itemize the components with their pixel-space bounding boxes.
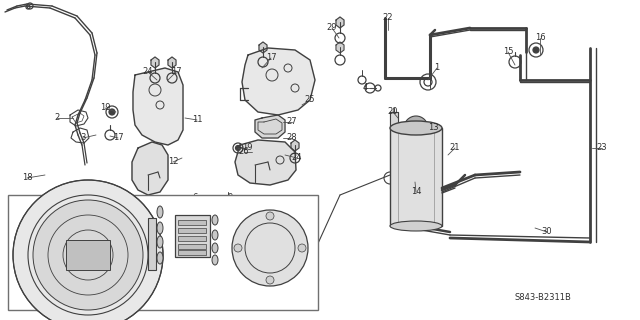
- Text: 18: 18: [22, 173, 32, 182]
- Text: 5: 5: [19, 234, 24, 243]
- Ellipse shape: [234, 244, 242, 252]
- Polygon shape: [259, 42, 267, 53]
- Bar: [66, 240, 110, 270]
- Circle shape: [232, 210, 308, 286]
- Text: FR.: FR.: [40, 300, 56, 310]
- Text: 7: 7: [209, 226, 214, 235]
- Ellipse shape: [212, 255, 218, 265]
- Text: 2: 2: [54, 114, 60, 123]
- Polygon shape: [291, 140, 299, 151]
- Polygon shape: [336, 17, 344, 28]
- Ellipse shape: [266, 212, 274, 220]
- Text: 14: 14: [411, 188, 421, 196]
- Polygon shape: [151, 57, 159, 68]
- Polygon shape: [390, 112, 398, 128]
- Text: 7: 7: [159, 204, 164, 212]
- Text: 3: 3: [80, 133, 86, 142]
- Polygon shape: [255, 115, 285, 138]
- Text: 12: 12: [168, 157, 179, 166]
- FancyBboxPatch shape: [8, 195, 318, 310]
- Polygon shape: [132, 142, 168, 195]
- Text: 24: 24: [292, 154, 302, 163]
- Text: 16: 16: [534, 34, 545, 43]
- Circle shape: [404, 116, 428, 140]
- Text: 9: 9: [227, 194, 232, 203]
- Bar: [178, 220, 206, 225]
- Text: S843-B2311B: S843-B2311B: [515, 293, 572, 302]
- Ellipse shape: [212, 215, 218, 225]
- Bar: [148, 218, 156, 270]
- Text: 24: 24: [143, 68, 153, 76]
- Text: 17: 17: [171, 68, 181, 76]
- Ellipse shape: [157, 222, 163, 234]
- Text: 4: 4: [362, 84, 367, 92]
- Ellipse shape: [212, 243, 218, 253]
- Text: 17: 17: [266, 53, 276, 62]
- Bar: [178, 244, 206, 249]
- Text: 8: 8: [141, 211, 147, 220]
- Text: 6: 6: [192, 194, 198, 203]
- Text: 30: 30: [541, 228, 552, 236]
- Circle shape: [533, 47, 539, 53]
- Ellipse shape: [390, 121, 442, 135]
- Text: 7: 7: [159, 244, 164, 252]
- Text: 17: 17: [113, 133, 124, 142]
- Ellipse shape: [390, 221, 442, 231]
- Bar: [390, 128, 442, 226]
- Polygon shape: [242, 48, 315, 115]
- Text: 23: 23: [596, 143, 607, 153]
- Bar: [178, 228, 206, 233]
- Polygon shape: [235, 140, 296, 185]
- Bar: [178, 250, 206, 255]
- Text: 22: 22: [383, 13, 393, 22]
- Ellipse shape: [266, 276, 274, 284]
- Ellipse shape: [157, 206, 163, 218]
- Ellipse shape: [157, 236, 163, 248]
- Text: 25: 25: [305, 95, 316, 105]
- Polygon shape: [133, 68, 183, 145]
- Circle shape: [13, 180, 163, 320]
- Ellipse shape: [298, 244, 306, 252]
- Bar: [175, 215, 210, 257]
- Bar: [178, 236, 206, 241]
- Circle shape: [236, 146, 241, 150]
- Circle shape: [109, 109, 115, 115]
- Ellipse shape: [157, 252, 163, 264]
- Text: 21: 21: [450, 143, 460, 153]
- Text: 19: 19: [242, 143, 252, 153]
- Text: 29: 29: [327, 23, 337, 33]
- Text: 27: 27: [287, 117, 298, 126]
- Text: 7: 7: [159, 258, 164, 267]
- Text: 26: 26: [239, 148, 250, 156]
- Text: 15: 15: [503, 47, 513, 57]
- Ellipse shape: [212, 230, 218, 240]
- Text: 10: 10: [291, 213, 301, 222]
- Text: 28: 28: [287, 133, 298, 142]
- Text: 13: 13: [428, 124, 438, 132]
- Polygon shape: [336, 42, 344, 53]
- Text: 19: 19: [100, 103, 110, 113]
- Text: 11: 11: [192, 116, 202, 124]
- Text: 1: 1: [435, 63, 440, 73]
- Circle shape: [33, 200, 143, 310]
- Text: 20: 20: [388, 108, 398, 116]
- Polygon shape: [168, 57, 176, 68]
